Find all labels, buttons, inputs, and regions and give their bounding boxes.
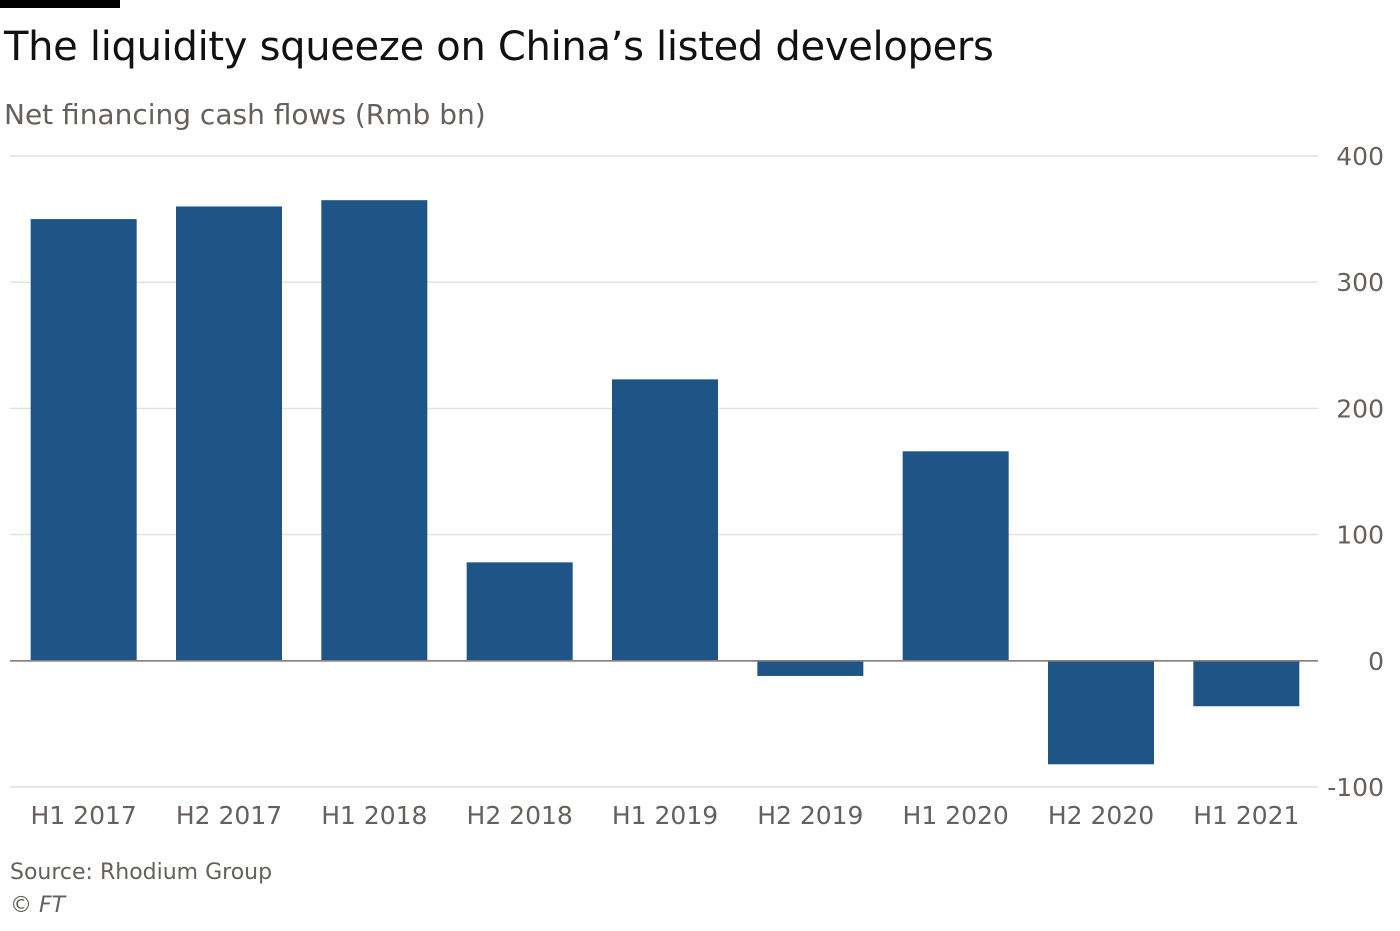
copyright-note: © FT: [10, 893, 66, 918]
x-tick-label: H1 2017: [31, 801, 137, 830]
x-tick-label: H1 2020: [903, 801, 1009, 830]
x-tick-label: H2 2018: [467, 801, 573, 830]
y-tick-label: 100: [1336, 521, 1384, 550]
bar-h1-2019: [612, 379, 718, 661]
x-tick-label: H2 2020: [1048, 801, 1154, 830]
y-tick-label: 300: [1336, 268, 1384, 297]
bar-chart: -100 0 100 200 300 400 H1 2017 H2 2017 H1 2018 H2…: [10, 142, 1384, 830]
x-tick-label: H1 2018: [321, 801, 427, 830]
chart-title: The liquidity squeeze on China’s listed …: [4, 24, 994, 70]
header-accent-bar: [0, 0, 120, 8]
y-tick-label: 200: [1336, 394, 1384, 423]
bar-h1-2017: [30, 219, 137, 661]
source-note: Source: Rhodium Group: [10, 860, 273, 885]
bar-h1-2020: [902, 451, 1009, 661]
x-tick-label: H1 2019: [612, 801, 718, 830]
x-tick-label: H2 2017: [176, 801, 282, 830]
bar-h1-2021: [1193, 660, 1300, 707]
bar-h2-2017: [176, 206, 282, 661]
bar-h1-2018: [321, 200, 428, 661]
x-tick-label: H2 2019: [757, 801, 863, 830]
y-tick-label: 400: [1336, 142, 1384, 171]
y-tick-label: -100: [1327, 773, 1384, 802]
bar-h2-2020: [1048, 660, 1154, 765]
bar-h2-2019: [757, 660, 864, 676]
bar-h2-2018: [466, 562, 573, 661]
chart-subtitle: Net financing cash flows (Rmb bn): [4, 98, 486, 131]
y-tick-label: 0: [1368, 647, 1384, 676]
x-tick-label: H1 2021: [1193, 801, 1299, 830]
